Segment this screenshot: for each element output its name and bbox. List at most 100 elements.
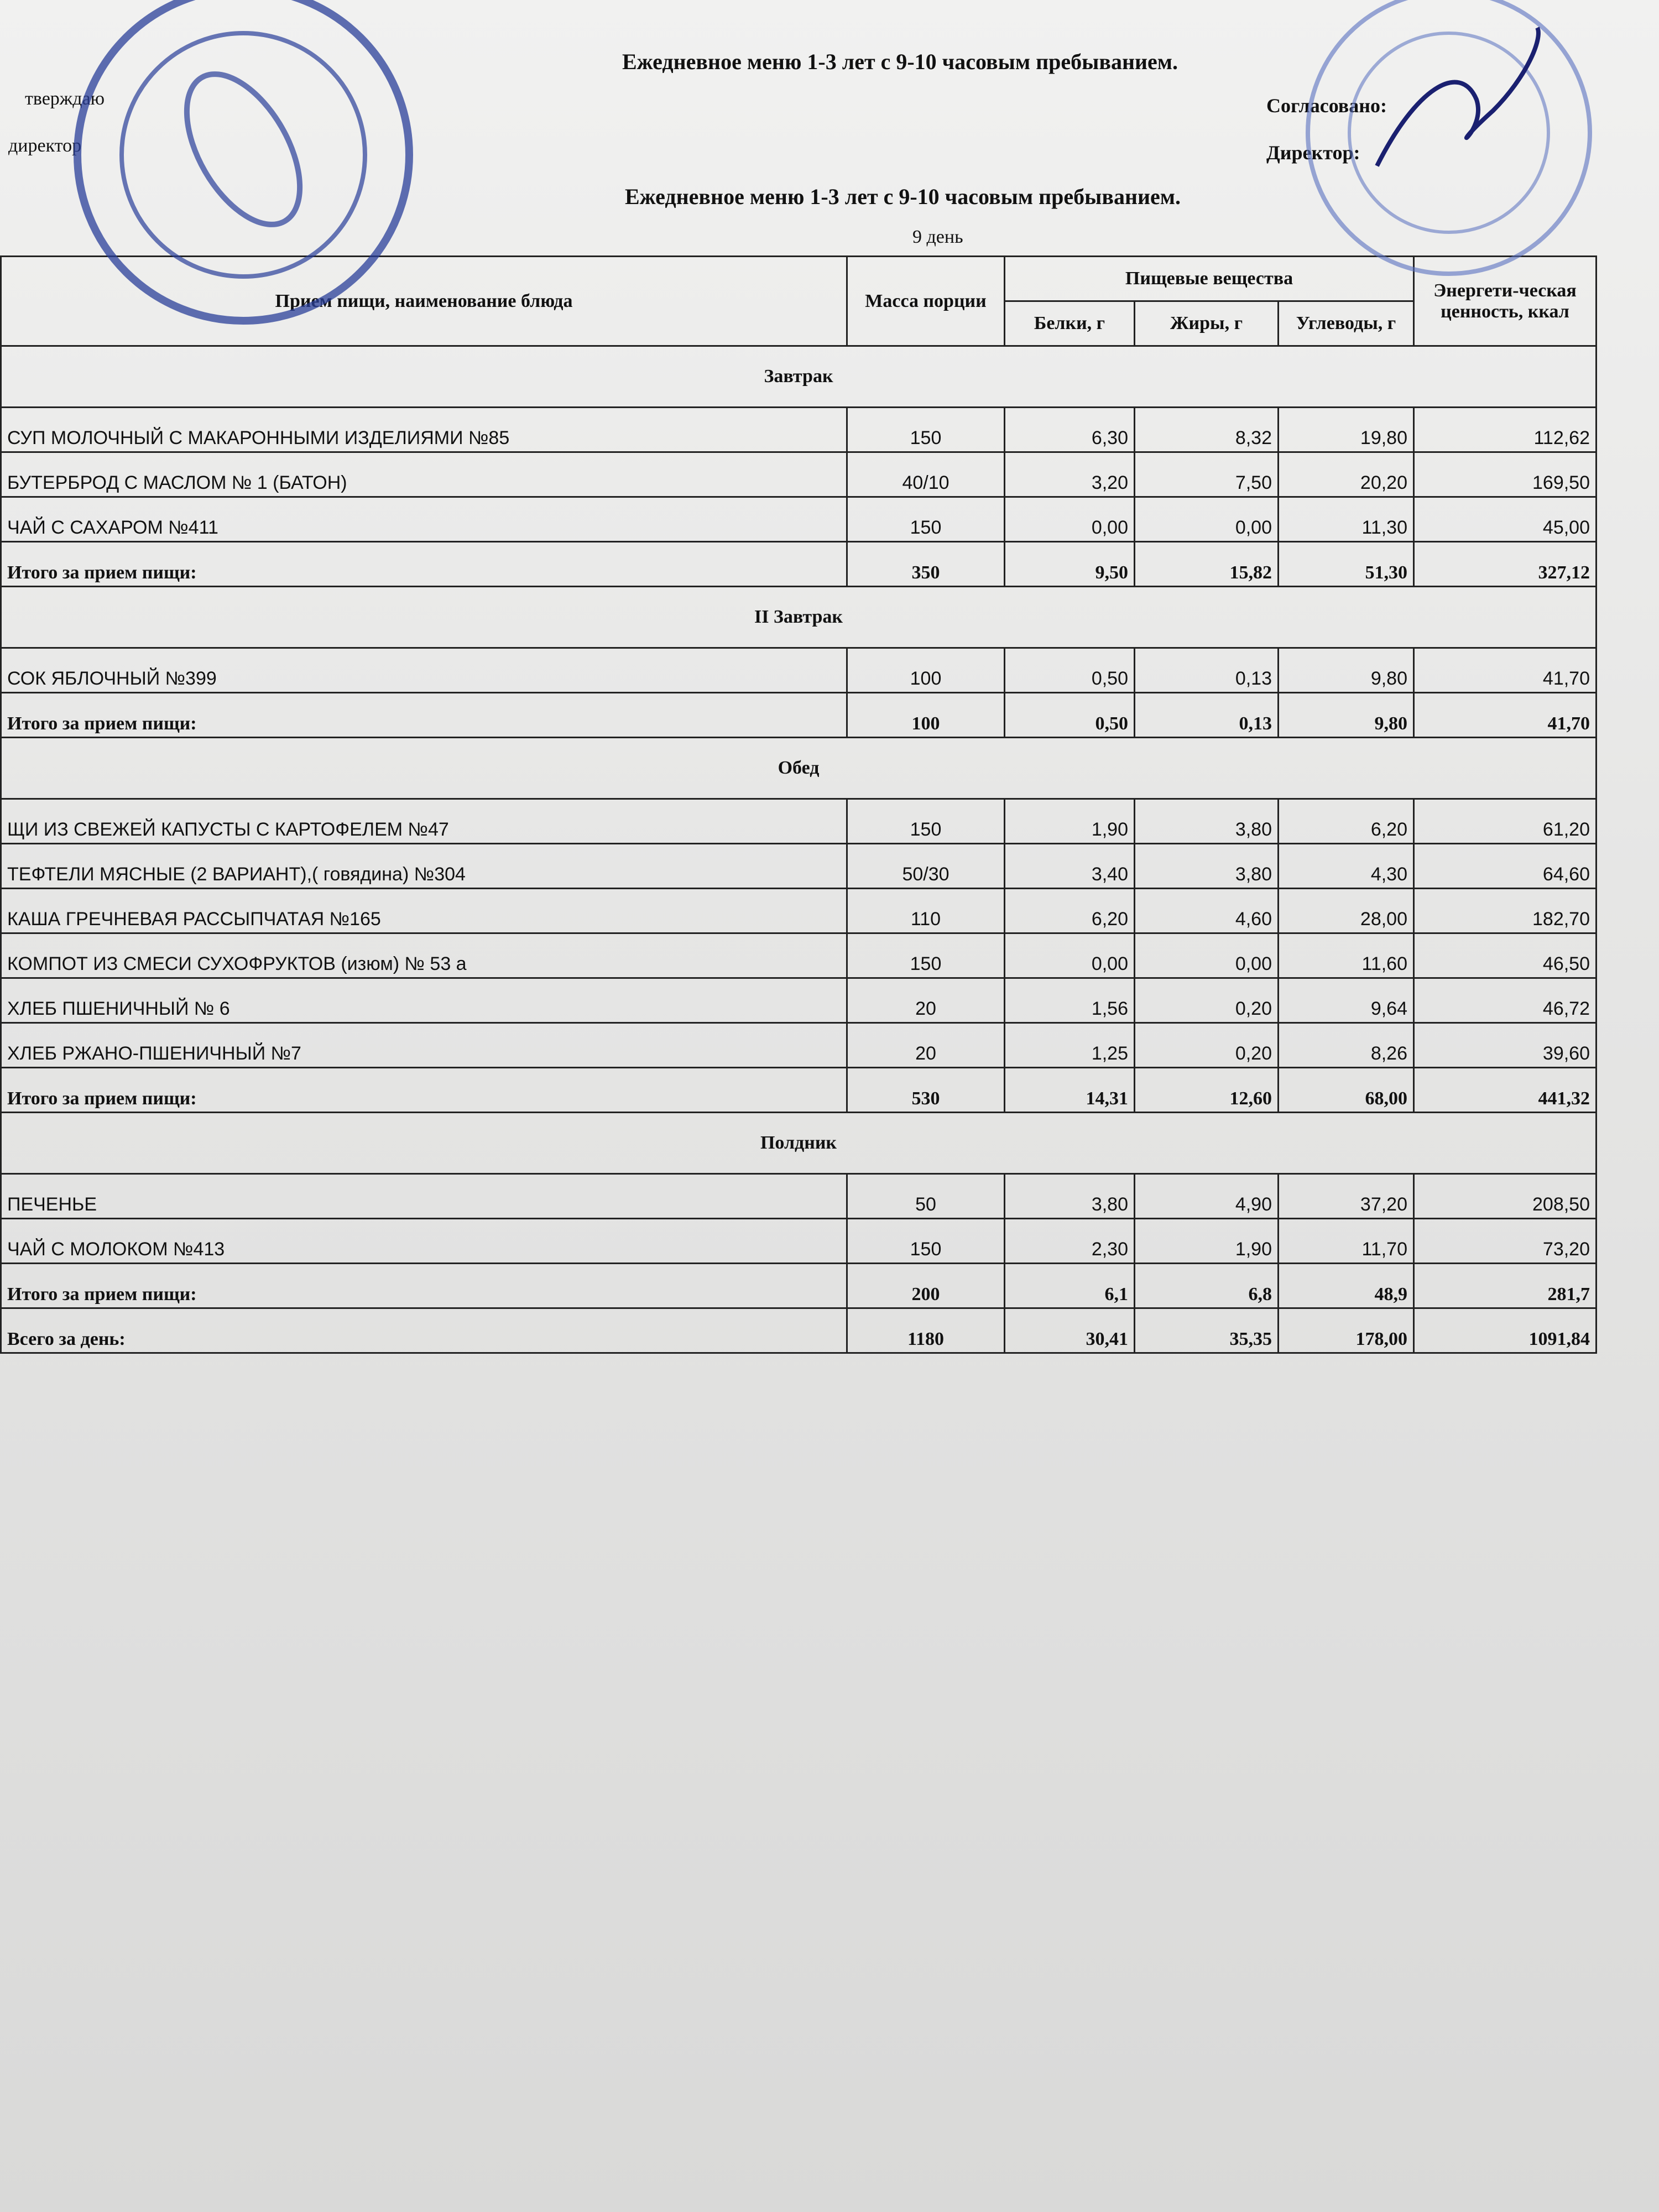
section-row: Полдник [0,1112,1597,1175]
cell: 4,30 [1277,843,1415,889]
cell: 6,1 [1004,1262,1135,1309]
cell: 11,70 [1277,1218,1415,1264]
dish-name: ХЛЕБ ПШЕНИЧНЫЙ № 6 [0,977,848,1024]
cell: 4,90 [1134,1173,1279,1219]
cell: 51,30 [1277,541,1415,587]
cell: 73,20 [1413,1218,1597,1264]
col-header: Прием пищи, наименование блюда [0,255,848,347]
cell: 1091,84 [1413,1307,1597,1354]
row: БУТЕРБРОД С МАСЛОМ № 1 (БАТОН) 40/10 3,20 7… [0,451,1597,498]
cell: 0,20 [1134,1022,1279,1068]
section-name: Обед [0,737,1597,800]
dish-name: СОК ЯБЛОЧНЫЙ №399 [0,647,848,693]
cell: 50 [846,1173,1005,1219]
cell: 0,00 [1134,932,1279,979]
cell: 64,60 [1413,843,1597,889]
col-header: Жиры, г [1134,300,1279,347]
cell: 9,64 [1277,977,1415,1024]
cell: 41,70 [1413,692,1597,738]
approval-left: тверждаю [25,88,105,109]
cell: 112,62 [1413,406,1597,453]
approval-right: Согласовано: [1266,95,1387,117]
cell: 12,60 [1134,1067,1279,1113]
cell: 1180 [846,1307,1005,1354]
cell: 0,13 [1134,647,1279,693]
section-name: Завтрак [0,345,1597,408]
col-header: Пищевые вещества [1004,255,1415,302]
cell: 0,50 [1004,647,1135,693]
cell: 208,50 [1413,1173,1597,1219]
row: СОК ЯБЛОЧНЫЙ №399 100 0,50 0,13 9,80 41,70 [0,647,1597,693]
cell: 6,20 [1277,798,1415,844]
dish-name: ТЕФТЕЛИ МЯСНЫЕ (2 ВАРИАНТ),( говядина) №… [0,843,848,889]
cell: 8,32 [1134,406,1279,453]
cell: 35,35 [1134,1307,1279,1354]
top-title: Ежедневное меню 1-3 лет с 9-10 часовым п… [622,49,1178,74]
row: ТЕФТЕЛИ МЯСНЫЕ (2 ВАРИАНТ),( говядина) №… [0,843,1597,889]
cell: 0,13 [1134,692,1279,738]
cell: 19,80 [1277,406,1415,453]
cell: 178,00 [1277,1307,1415,1354]
cell: 150 [846,496,1005,542]
row: КАША ГРЕЧНЕВАЯ РАССЫПЧАТАЯ №165 110 6,20 4,… [0,888,1597,934]
cell: 3,80 [1134,798,1279,844]
cell: 530 [846,1067,1005,1113]
cell: 1,90 [1004,798,1135,844]
cell: 48,9 [1277,1262,1415,1309]
cell: 9,80 [1277,692,1415,738]
section-row: Завтрак [0,345,1597,408]
cell: 40/10 [846,451,1005,498]
row: ЧАЙ С САХАРОМ №411 150 0,00 0,00 11,30 45,00 [0,496,1597,542]
cell: 9,80 [1277,647,1415,693]
dish-name: ЩИ ИЗ СВЕЖЕЙ КАПУСТЫ С КАРТОФЕЛЕМ №47 [0,798,848,844]
row: ХЛЕБ РЖАНО-ПШЕНИЧНЫЙ №7 20 1,25 0,20 8,26 39,… [0,1022,1597,1068]
row: ХЛЕБ ПШЕНИЧНЫЙ № 6 20 1,56 0,20 9,64 46,72 [0,977,1597,1024]
cell: 6,30 [1004,406,1135,453]
section-name: II Завтрак [0,586,1597,649]
col-header: Энергети-ческая ценность, ккал [1413,255,1597,347]
cell: 46,72 [1413,977,1597,1024]
approval-right: Директор: [1266,142,1360,164]
cell: 110 [846,888,1005,934]
dish-name: ХЛЕБ РЖАНО-ПШЕНИЧНЫЙ №7 [0,1022,848,1068]
section-row: II Завтрак [0,586,1597,649]
cell: 3,20 [1004,451,1135,498]
cell: 0,50 [1004,692,1135,738]
dish-name: ЧАЙ С САХАРОМ №411 [0,496,848,542]
day: 9 день [912,227,963,247]
cell: 0,00 [1134,496,1279,542]
cell: 4,60 [1134,888,1279,934]
dish-name: Итого за прием пищи: [0,541,848,587]
cell: 15,82 [1134,541,1279,587]
cell: 37,20 [1277,1173,1415,1219]
cell: 350 [846,541,1005,587]
col-header: Углеводы, г [1277,300,1415,347]
cell: 0,20 [1134,977,1279,1024]
cell: 14,31 [1004,1067,1135,1113]
cell: 100 [846,692,1005,738]
cell: 169,50 [1413,451,1597,498]
cell: 0,00 [1004,932,1135,979]
dish-name: Итого за прием пищи: [0,1067,848,1113]
cell: 6,8 [1134,1262,1279,1309]
cell: 50/30 [846,843,1005,889]
cell: 7,50 [1134,451,1279,498]
dish-name: СУП МОЛОЧНЫЙ С МАКАРОННЫМИ ИЗДЕЛИЯМИ №85 [0,406,848,453]
cell: 150 [846,1218,1005,1264]
row: ПЕЧЕНЬЕ 50 3,80 4,90 37,20 208,50 [0,1173,1597,1219]
row: ЩИ ИЗ СВЕЖЕЙ КАПУСТЫ С КАРТОФЕЛЕМ №47 150… [0,798,1597,844]
cell: 68,00 [1277,1067,1415,1113]
row: СУП МОЛОЧНЫЙ С МАКАРОННЫМИ ИЗДЕЛИЯМИ №85… [0,406,1597,453]
cell: 1,56 [1004,977,1135,1024]
table-body: Завтрак СУП МОЛОЧНЫЙ С МАКАРОННЫМИ ИЗДЕЛИ… [0,345,1597,1354]
approval-left: директор [8,135,82,156]
cell: 1,90 [1134,1218,1279,1264]
total-row: Итого за прием пищи: 200 6,1 6,8 48,9 281,7 [0,1262,1597,1309]
cell: 150 [846,406,1005,453]
cell: 6,20 [1004,888,1135,934]
dish-name: КОМПОТ ИЗ СМЕСИ СУХОФРУКТОВ (изюм) № 53 … [0,932,848,979]
dish-name: Итого за прием пищи: [0,692,848,738]
cell: 41,70 [1413,647,1597,693]
cell: 20,20 [1277,451,1415,498]
